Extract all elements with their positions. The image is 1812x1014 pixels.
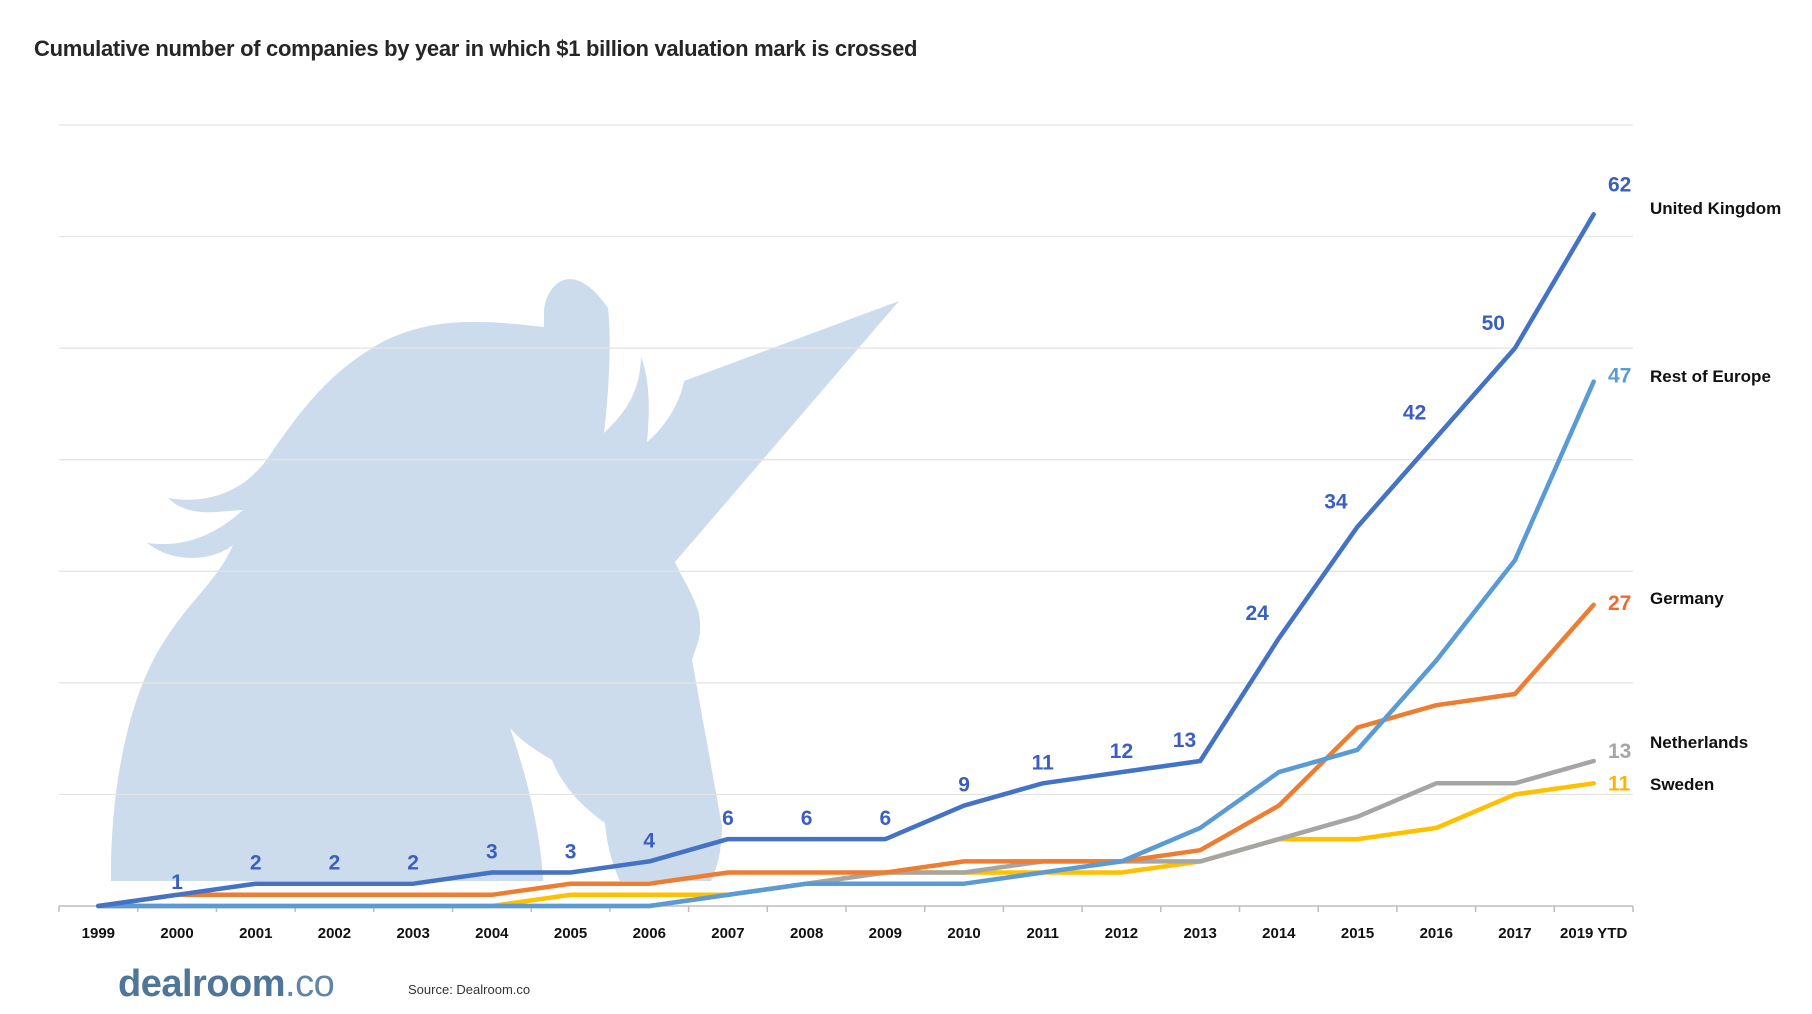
x-tick-label: 2015	[1341, 925, 1374, 942]
uk-data-label: 2	[329, 852, 341, 875]
uk-data-label: 6	[722, 807, 734, 830]
series-name-label: Germany	[1650, 589, 1724, 608]
source-note: Source: Dealroom.co	[408, 982, 531, 997]
x-tick-label: 2003	[396, 925, 429, 942]
series-line-rest-of-europe	[96, 379, 1596, 909]
series-line-germany	[96, 602, 1596, 909]
series-name-label: Rest of Europe	[1650, 367, 1771, 386]
uk-data-label: 4	[643, 829, 655, 852]
x-tick-label: 2016	[1420, 925, 1453, 942]
uk-data-label: 2	[250, 852, 262, 875]
series-name-label: Sweden	[1650, 775, 1714, 794]
end-labels: 62 United Kingdom 47 Rest of Europe 27 German…	[1608, 173, 1781, 795]
uk-data-label: 42	[1403, 401, 1426, 424]
x-tick-label: 2000	[160, 925, 193, 942]
x-tick-label: 2017	[1498, 925, 1531, 942]
x-tick-label: 2001	[239, 925, 272, 942]
series-name-label: United Kingdom	[1650, 199, 1781, 218]
end-value-label: 62	[1608, 173, 1631, 196]
gridlines	[59, 124, 1633, 796]
series-name-label: Netherlands	[1650, 733, 1748, 752]
end-value-label: 13	[1608, 740, 1631, 763]
x-tick-label: 2010	[947, 925, 980, 942]
unicorn-silhouette	[110, 279, 899, 1014]
x-tick-label: 2012	[1105, 925, 1138, 942]
uk-data-label: 50	[1482, 312, 1505, 335]
series-lines	[96, 212, 1596, 909]
x-tick-label: 1999	[82, 925, 115, 942]
uk-data-label: 3	[565, 841, 577, 864]
logo-main: dealroom	[118, 963, 286, 1005]
unicorn-icon	[0, 279, 1812, 1014]
uk-data-label: 1	[171, 871, 183, 894]
logo-tld: .co	[285, 963, 335, 1005]
uk-data-label: 3	[486, 841, 498, 864]
end-value-label: 27	[1608, 592, 1631, 615]
x-tick-label: 2006	[633, 925, 666, 942]
uk-data-label: 24	[1245, 602, 1269, 625]
end-value-label: 11	[1608, 772, 1631, 795]
chart-title: Cumulative number of companies by year i…	[34, 36, 918, 61]
uk-data-label: 6	[880, 807, 892, 830]
uk-data-label: 13	[1173, 729, 1196, 752]
x-tick-label: 2013	[1183, 925, 1216, 942]
uk-data-label: 9	[958, 774, 970, 797]
end-value-label: 47	[1608, 365, 1631, 388]
x-tick-label: 2011	[1026, 925, 1059, 942]
unicorn-mask	[0, 881, 1812, 1014]
x-tick-label: 2019 YTD	[1560, 925, 1627, 942]
x-tick-label: 2002	[318, 925, 351, 942]
x-tick-label: 2009	[869, 925, 902, 942]
x-tick-label: 2008	[790, 925, 823, 942]
x-tick-label: 2007	[711, 925, 744, 942]
uk-data-label: 12	[1110, 740, 1133, 763]
uk-data-label: 11	[1032, 751, 1055, 774]
x-tick-label: 2004	[475, 925, 509, 942]
series-line-united-kingdom	[96, 212, 1596, 909]
dealroom-logo: dealroom.co	[118, 962, 335, 1006]
x-tick-label: 2005	[554, 925, 587, 942]
uk-data-label: 6	[801, 807, 813, 830]
x-tick-label: 2014	[1262, 925, 1296, 942]
uk-data-label: 34	[1324, 491, 1348, 514]
uk-data-label: 2	[407, 852, 419, 875]
